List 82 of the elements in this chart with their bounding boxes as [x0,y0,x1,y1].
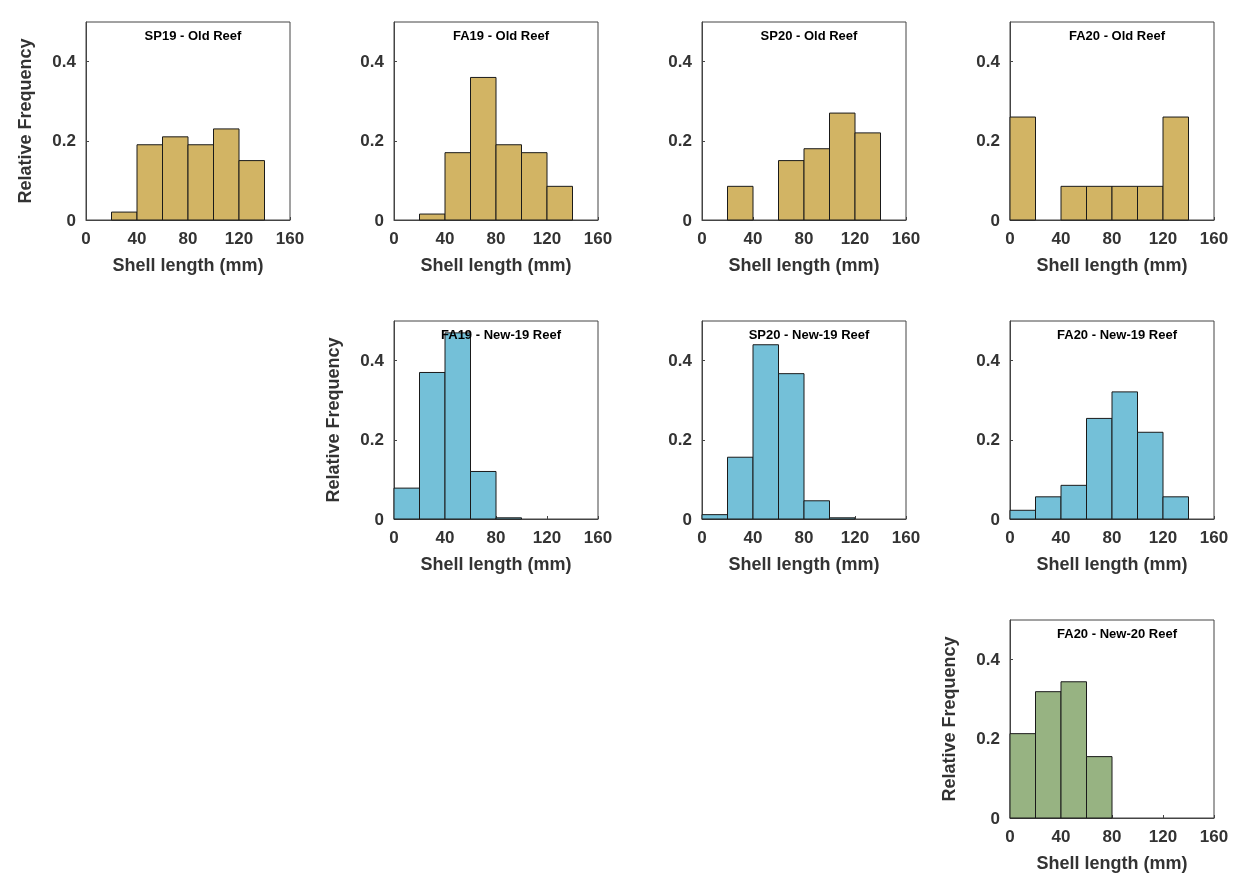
y-axis-title: Relative Frequency [15,38,35,204]
x-tick-label: 160 [275,229,305,248]
x-tick-label: 40 [435,528,455,547]
y-tick-label: 0.2 [360,131,384,151]
y-tick-label: 0.4 [668,52,693,72]
text: FA19 - Old Reef [452,28,550,43]
x-tick-label: 0 [697,229,707,248]
x-tick-label: 160 [1199,827,1229,846]
x-tick-label: 40 [743,528,763,547]
x-tick-label: 40 [1051,229,1071,248]
y-tick-label: 0 [990,210,1000,230]
x-tick-label: 0 [1005,229,1015,248]
x-tick-label: 160 [583,229,613,248]
x-tick-label: 80 [486,528,506,547]
x-axis-title: Shell length (mm) [1036,255,1188,275]
text: SP20 - Old Reef [760,28,859,43]
x-tick-label: 160 [891,229,921,248]
text: FA20 - New-20 Reef [1057,626,1178,641]
y-tick-label: 0 [374,210,384,230]
x-tick-label: 160 [1199,528,1229,547]
x-axis-title: Shell length (mm) [420,554,572,574]
x-tick-label: 80 [1102,528,1122,547]
y-tick-label: 0.2 [360,430,384,450]
x-tick-label: 40 [1051,528,1071,547]
text: FA20 - Old Reef [1068,28,1166,43]
x-tick-label: 120 [1148,528,1178,547]
y-tick-label: 0 [66,210,76,230]
x-axis-title: Shell length (mm) [112,255,264,275]
y-tick-label: 0.2 [668,131,692,151]
x-tick-label: 40 [1051,827,1071,846]
text: FA20 - New-19 Reef [1057,327,1178,342]
x-axis-title: Shell length (mm) [420,255,572,275]
y-axis-title: Relative Frequency [939,636,959,802]
y-tick-label: 0.4 [360,351,385,371]
x-tick-label: 0 [389,528,399,547]
y-tick-label: 0 [682,210,692,230]
y-tick-label: 0.4 [668,351,693,371]
x-tick-label: 40 [743,229,763,248]
y-tick-label: 0.4 [52,52,77,72]
y-tick-label: 0.2 [976,131,1000,151]
x-axis-title: Shell length (mm) [728,255,880,275]
y-tick-label: 0.2 [976,729,1000,749]
text: SP20 - New-19 Reef [748,327,870,342]
x-tick-label: 80 [794,229,814,248]
y-tick-label: 0 [990,509,1000,529]
x-tick-label: 120 [1148,229,1178,248]
x-tick-label: 0 [81,229,91,248]
x-tick-label: 0 [697,528,707,547]
x-axis-title: Shell length (mm) [1036,554,1188,574]
x-tick-label: 0 [389,229,399,248]
y-tick-label: 0.4 [360,52,385,72]
x-tick-label: 80 [794,528,814,547]
y-tick-label: 0.2 [976,430,1000,450]
x-tick-label: 80 [1102,229,1122,248]
x-tick-label: 80 [486,229,506,248]
x-tick-label: 160 [891,528,921,547]
x-tick-label: 120 [840,528,870,547]
y-tick-label: 0.4 [976,351,1001,371]
x-tick-label: 120 [532,528,562,547]
x-tick-label: 80 [1102,827,1122,846]
y-tick-label: 0 [374,509,384,529]
x-tick-label: 0 [1005,528,1015,547]
x-tick-label: 40 [435,229,455,248]
x-tick-label: 120 [532,229,562,248]
x-tick-label: 120 [1148,827,1178,846]
x-tick-label: 120 [224,229,254,248]
y-tick-label: 0 [990,808,1000,828]
x-tick-label: 160 [1199,229,1229,248]
x-tick-label: 40 [127,229,147,248]
x-axis-title: Shell length (mm) [728,554,880,574]
y-tick-label: 0.2 [668,430,692,450]
y-tick-label: 0.4 [976,52,1001,72]
text: SP19 - Old Reef [144,28,243,43]
y-tick-label: 0.2 [52,131,76,151]
y-tick-label: 0 [682,509,692,529]
y-axis-title: Relative Frequency [323,337,343,503]
x-tick-label: 0 [1005,827,1015,846]
x-tick-label: 120 [840,229,870,248]
y-tick-label: 0.4 [976,650,1001,670]
x-axis-title: Shell length (mm) [1036,853,1188,873]
x-tick-label: 80 [178,229,198,248]
x-tick-label: 160 [583,528,613,547]
